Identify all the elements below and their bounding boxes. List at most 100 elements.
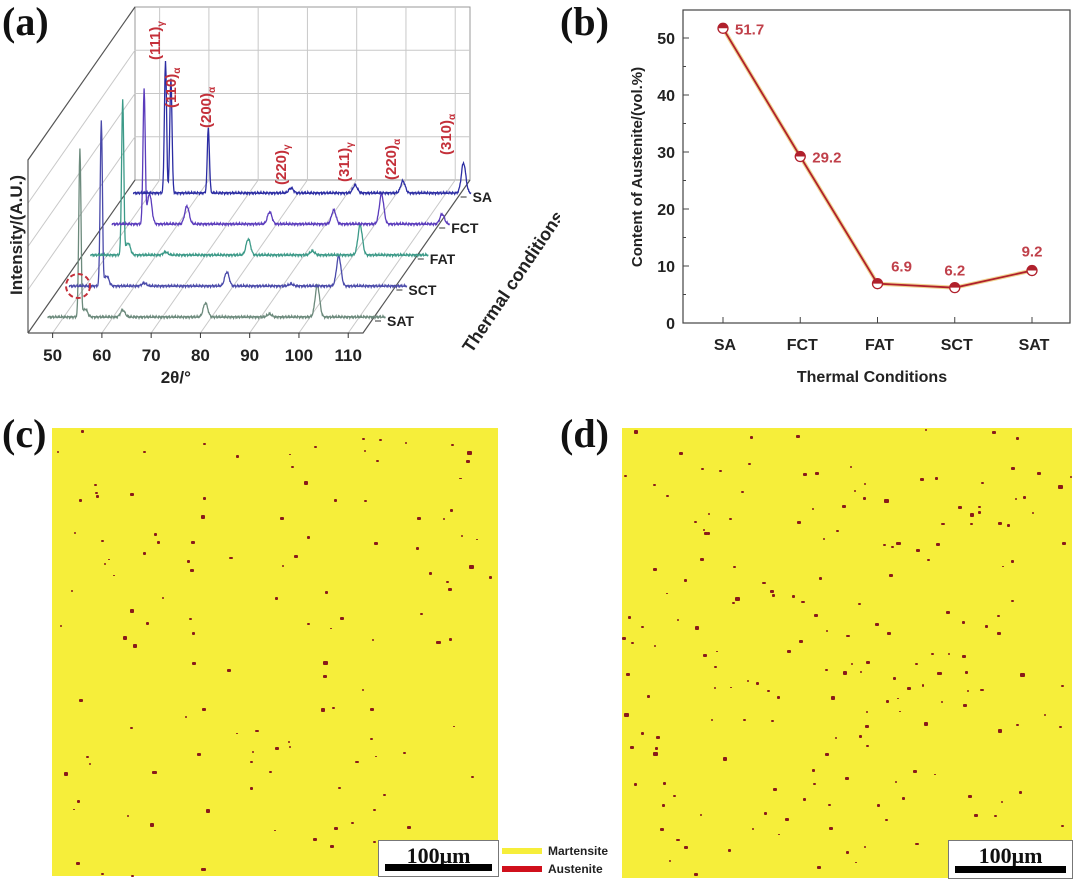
austenite-grain [693, 873, 698, 877]
austenite-grain [863, 483, 866, 486]
austenite-grain [722, 757, 727, 761]
austenite-grain [206, 809, 211, 813]
data-label: 6.2 [944, 263, 965, 280]
austenite-grain [1010, 599, 1015, 603]
xrd-trace-sct [68, 120, 408, 290]
austenite-grain [855, 861, 858, 864]
austenite-grain [703, 531, 708, 535]
austenite-grain [374, 755, 377, 758]
austenite-grain [968, 794, 973, 798]
austenite-grain [1044, 714, 1047, 716]
data-label: 6.9 [891, 259, 912, 276]
peak-label: (220)α [383, 138, 403, 180]
austenite-grain [679, 452, 684, 456]
austenite-grain [803, 798, 807, 801]
austenite-grain [288, 745, 292, 749]
austenite-grain [828, 826, 834, 831]
austenite-grain [883, 544, 887, 547]
austenite-grain [322, 674, 327, 679]
austenite-grain [95, 495, 99, 498]
austenite-grain [362, 689, 365, 692]
austenite-grain [130, 492, 134, 496]
austenite-grain [404, 441, 408, 444]
austenite-grain [190, 540, 195, 544]
highlight-circle [65, 273, 91, 299]
austenite-grain [107, 558, 111, 561]
austenite-grain [665, 592, 668, 595]
austenite-grain [321, 708, 326, 712]
austenite-grain [469, 565, 474, 569]
peak-phase: γ [282, 144, 293, 150]
y-tick-label: 0 [666, 316, 675, 333]
y-axis-label: Content of Austenite/(vol.%) [629, 67, 646, 267]
austenite-grain [101, 539, 104, 542]
row-label-sa: SA [473, 189, 492, 205]
x-tick-label: 70 [142, 346, 161, 365]
austenite-grain [996, 632, 1001, 636]
austenite-grain [920, 477, 925, 482]
austenite-grain [189, 617, 192, 620]
austenite-grain [350, 821, 355, 825]
austenite-grain [197, 752, 201, 756]
austenite-grain [787, 650, 791, 654]
austenite-grain [201, 707, 206, 712]
austenite-grain [403, 751, 407, 755]
gridline [249, 179, 358, 334]
austenite-grain [337, 786, 342, 790]
austenite-grain [684, 846, 688, 849]
austenite-grain [977, 511, 981, 514]
austenite-grain [915, 663, 918, 666]
austenite-grain [656, 736, 660, 740]
peak-hkl: (200) [198, 93, 215, 128]
austenite-grain [992, 431, 997, 435]
austenite-grain [866, 661, 871, 665]
x-tick-label: SCT [941, 337, 973, 354]
austenite-grain [936, 543, 940, 546]
austenite-grain [693, 520, 697, 524]
austenite-grain [653, 645, 656, 647]
austenite-grain [803, 472, 808, 476]
gridline [27, 49, 136, 204]
peak-hkl: (111) [147, 27, 164, 60]
austenite-grain [370, 737, 374, 741]
austenite-grain [699, 813, 703, 816]
austenite-grain [184, 715, 188, 719]
austenite-grain [713, 666, 717, 669]
austenite-grain [275, 747, 279, 750]
austenite-grain [1032, 512, 1035, 515]
austenite-grain [363, 499, 367, 502]
data-point-fill [795, 151, 806, 157]
austenite-grain [853, 490, 857, 493]
austenite-grain [784, 817, 789, 821]
austenite-grain [702, 529, 706, 532]
data-point-fill [872, 278, 883, 284]
austenite-grain [63, 772, 68, 776]
austenite-grain [796, 435, 800, 438]
panel-label-b: (b) [560, 0, 609, 44]
austenite-grain [370, 707, 375, 711]
austenite-grain [797, 520, 802, 524]
x-tick-label: SAT [1019, 337, 1050, 354]
austenite-grain [962, 654, 966, 658]
austenite-grain [957, 506, 962, 510]
austenite-grain [630, 641, 635, 645]
austenite-grain [826, 629, 829, 632]
austenite-grain [894, 781, 897, 784]
austenite-grain [77, 799, 81, 803]
austenite-grain [748, 462, 752, 466]
xrd-trace-fct [111, 88, 451, 228]
gridline [200, 179, 308, 334]
austenite-grain [101, 872, 104, 876]
austenite-grain [923, 722, 928, 726]
peak-label: (220)γ [273, 144, 293, 185]
austenite-grain [896, 541, 901, 546]
austenite-grain [730, 686, 733, 689]
austenite-grain [103, 563, 107, 566]
austenite-grain [962, 704, 967, 708]
austenite-grain [274, 829, 277, 832]
austenite-grain [407, 826, 412, 830]
austenite-grain [123, 636, 128, 640]
austenite-grain [129, 726, 133, 730]
austenite-grain [470, 775, 475, 779]
austenite-grain [1020, 673, 1025, 677]
